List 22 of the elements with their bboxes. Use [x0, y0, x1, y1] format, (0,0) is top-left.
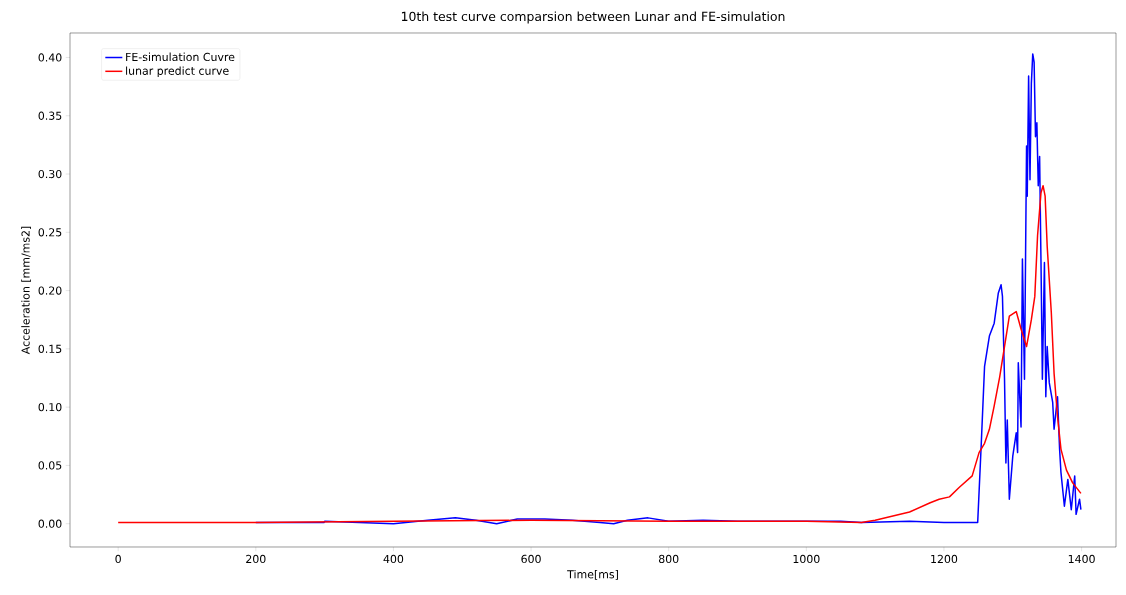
x-tick-label: 1200: [931, 554, 958, 564]
y-tick-label: 0.30: [38, 169, 62, 179]
x-tick-label: 800: [658, 554, 679, 564]
y-tick-label: 0.25: [38, 228, 62, 237]
x-tick-label: 400: [383, 554, 404, 564]
x-tick-label: 1400: [1068, 554, 1095, 564]
x-tick-label: 200: [246, 554, 266, 564]
legend-label: FE-simulation Cuvre: [126, 52, 235, 62]
x-tick-label: 0: [115, 554, 121, 564]
chart-title: 10th test curve comparsion between Lunar and FE-simulation: [401, 11, 785, 24]
y-tick-label: 0.15: [38, 344, 62, 353]
legend-label: lunar predict curve: [126, 66, 229, 78]
x-tick-label: 600: [521, 554, 541, 564]
y-tick-label: 0.00: [38, 519, 62, 528]
x-tick-label: 1000: [793, 554, 820, 564]
y-tick-label: 0.35: [38, 111, 62, 120]
y-tick-label: 0.05: [38, 461, 62, 470]
x-axis-title: Time[ms]: [567, 569, 618, 580]
y-tick-label: 0.10: [38, 403, 62, 412]
y-axis-title: Acceleration [mm/ms2]: [21, 226, 31, 355]
y-tick-label: 0.20: [38, 286, 62, 295]
y-tick-label: 0.40: [38, 53, 62, 62]
